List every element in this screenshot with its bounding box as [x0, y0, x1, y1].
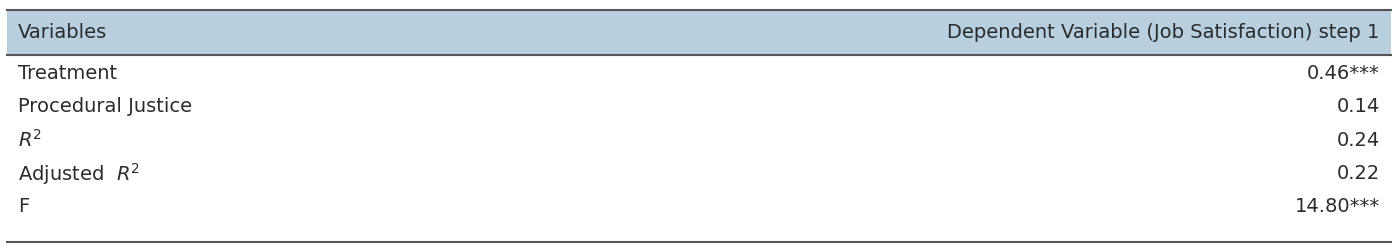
- Text: Adjusted  $R^2$: Adjusted $R^2$: [18, 161, 140, 186]
- Text: Variables: Variables: [18, 23, 108, 42]
- Text: 0.14: 0.14: [1336, 98, 1380, 116]
- Text: F: F: [18, 197, 29, 216]
- Text: Dependent Variable (Job Satisfaction) step 1: Dependent Variable (Job Satisfaction) st…: [948, 23, 1380, 42]
- Text: 0.46***: 0.46***: [1307, 64, 1380, 83]
- Bar: [7, 10, 1391, 55]
- Text: 0.24: 0.24: [1336, 131, 1380, 150]
- Text: $R^2$: $R^2$: [18, 129, 42, 151]
- Text: Procedural Justice: Procedural Justice: [18, 98, 193, 116]
- Text: 0.22: 0.22: [1336, 164, 1380, 183]
- Text: 14.80***: 14.80***: [1295, 197, 1380, 216]
- Text: Treatment: Treatment: [18, 64, 117, 83]
